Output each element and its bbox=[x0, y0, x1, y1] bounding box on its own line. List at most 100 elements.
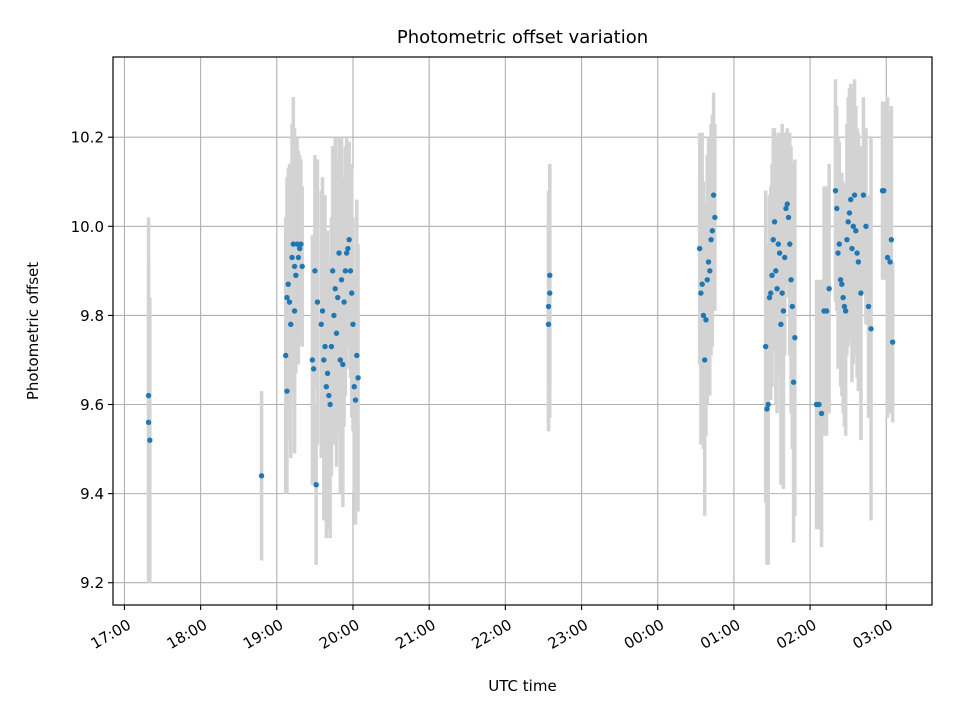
data-point bbox=[782, 254, 788, 261]
data-point bbox=[345, 245, 351, 252]
data-point bbox=[762, 343, 769, 350]
data-point bbox=[785, 214, 792, 221]
data-point bbox=[709, 228, 716, 234]
data-point bbox=[834, 205, 840, 212]
data-point bbox=[881, 187, 887, 194]
data-point bbox=[889, 339, 896, 345]
data-point bbox=[853, 228, 859, 234]
y-tick-label: 9.8 bbox=[80, 307, 104, 325]
data-point bbox=[855, 259, 862, 265]
data-point bbox=[865, 303, 872, 310]
data-point bbox=[343, 250, 350, 256]
data-point bbox=[774, 285, 780, 292]
data-point bbox=[707, 268, 713, 274]
data-point bbox=[848, 196, 854, 203]
data-point bbox=[318, 321, 324, 328]
data-point bbox=[337, 357, 343, 363]
data-point bbox=[352, 397, 359, 403]
data-point bbox=[329, 268, 336, 274]
data-point bbox=[290, 241, 297, 247]
data-point bbox=[145, 392, 152, 399]
data-point bbox=[321, 357, 327, 363]
data-point bbox=[319, 308, 326, 314]
data-point bbox=[778, 321, 784, 328]
data-point bbox=[314, 299, 321, 305]
data-point bbox=[708, 236, 714, 243]
data-point bbox=[342, 268, 349, 274]
data-point bbox=[784, 201, 790, 207]
data-point bbox=[858, 290, 864, 296]
data-point bbox=[710, 192, 717, 198]
data-point bbox=[331, 312, 337, 319]
data-point bbox=[336, 250, 342, 256]
data-point bbox=[836, 241, 843, 247]
data-point bbox=[346, 236, 352, 243]
data-point bbox=[298, 241, 304, 247]
data-point bbox=[816, 401, 822, 408]
data-point bbox=[309, 357, 316, 363]
data-point bbox=[887, 259, 893, 265]
data-point bbox=[700, 312, 707, 319]
data-point bbox=[347, 268, 354, 274]
chart-title: Photometric offset variation bbox=[397, 27, 648, 48]
data-point bbox=[790, 379, 797, 385]
data-point bbox=[826, 285, 832, 292]
x-axis-label: UTC time bbox=[488, 677, 556, 695]
data-point bbox=[841, 303, 848, 310]
data-point bbox=[854, 250, 860, 256]
data-point bbox=[340, 361, 346, 368]
data-point bbox=[289, 254, 295, 261]
data-point bbox=[293, 272, 299, 279]
data-point bbox=[768, 290, 774, 296]
y-tick-label: 9.4 bbox=[80, 485, 104, 503]
data-point bbox=[545, 303, 552, 310]
data-point bbox=[338, 277, 345, 283]
y-tick-label: 9.2 bbox=[80, 574, 104, 592]
data-point bbox=[294, 241, 300, 247]
data-point bbox=[282, 352, 289, 359]
data-point bbox=[837, 277, 844, 283]
data-point bbox=[818, 410, 825, 417]
data-point bbox=[705, 259, 712, 265]
data-point bbox=[313, 482, 319, 488]
data-point bbox=[324, 370, 331, 377]
data-point bbox=[327, 401, 333, 408]
data-point bbox=[770, 236, 776, 243]
data-point bbox=[704, 277, 710, 283]
data-point bbox=[284, 388, 290, 394]
data-point bbox=[845, 219, 851, 225]
data-point bbox=[792, 334, 798, 341]
data-point bbox=[286, 299, 293, 305]
data-point bbox=[771, 219, 778, 225]
data-point bbox=[765, 401, 771, 408]
data-point bbox=[355, 375, 361, 381]
data-point bbox=[712, 214, 718, 221]
data-point bbox=[787, 241, 793, 247]
data-point bbox=[699, 281, 705, 287]
data-point bbox=[328, 343, 335, 350]
y-axis-label: Photometric offset bbox=[24, 262, 42, 400]
data-point bbox=[285, 281, 291, 287]
data-point bbox=[354, 352, 360, 359]
data-point bbox=[335, 294, 341, 301]
data-point bbox=[868, 326, 874, 332]
data-point bbox=[284, 294, 290, 301]
data-point bbox=[832, 187, 839, 194]
plot-frame bbox=[112, 56, 933, 606]
data-point bbox=[351, 383, 357, 390]
data-point bbox=[888, 236, 895, 243]
data-point bbox=[326, 392, 332, 399]
data-point bbox=[703, 317, 709, 323]
data-point bbox=[258, 473, 265, 479]
data-point bbox=[849, 245, 855, 252]
data-point bbox=[312, 268, 318, 274]
data-point bbox=[835, 250, 841, 256]
data-point bbox=[788, 277, 794, 283]
data-point bbox=[776, 250, 783, 256]
data-point bbox=[350, 321, 356, 328]
data-point bbox=[766, 294, 773, 301]
y-tick-label: 10.2 bbox=[71, 129, 104, 147]
data-point bbox=[844, 236, 850, 243]
